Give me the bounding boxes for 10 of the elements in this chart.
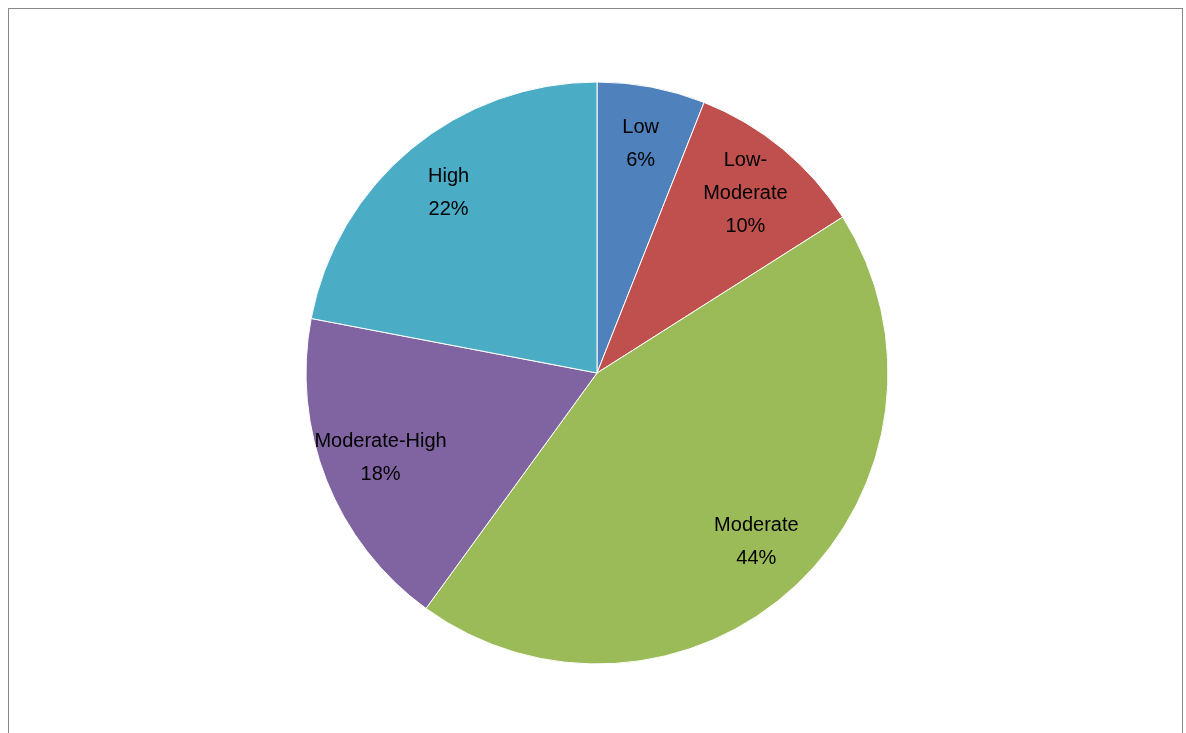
slice-label: Low-Moderate bbox=[703, 147, 788, 203]
slice-label: Moderate-High bbox=[314, 429, 447, 452]
data-label: 10% bbox=[725, 213, 766, 236]
data-label: 18% bbox=[360, 462, 401, 485]
slice-label: High bbox=[428, 164, 470, 187]
slice-label: Moderate bbox=[714, 513, 799, 536]
data-label: 6% bbox=[626, 148, 656, 171]
data-label: 44% bbox=[736, 546, 777, 569]
slice-label: Low bbox=[622, 115, 660, 138]
data-label: 22% bbox=[428, 197, 469, 220]
